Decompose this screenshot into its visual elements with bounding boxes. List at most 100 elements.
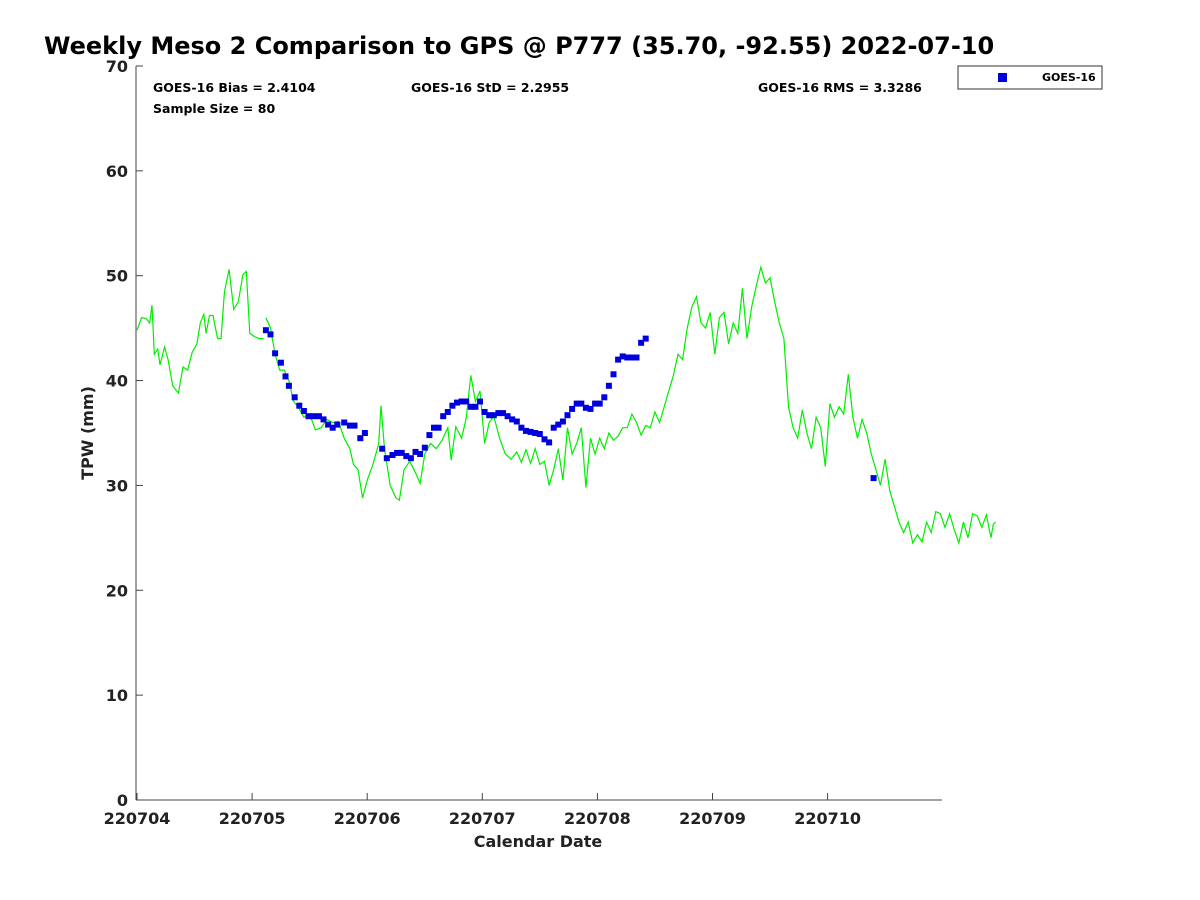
legend-label-goes: GOES-16 xyxy=(1042,71,1096,84)
goes-data-point xyxy=(329,424,336,431)
goes-data-point xyxy=(315,413,322,420)
goes-data-point xyxy=(444,409,451,415)
goes-data-point xyxy=(449,402,456,409)
y-tick-label: 10 xyxy=(106,686,128,705)
goes-data-point xyxy=(527,428,534,435)
goes-data-point xyxy=(509,416,516,423)
goes-data-point xyxy=(596,400,603,407)
goes-points-layer xyxy=(262,327,877,482)
goes-data-point xyxy=(394,449,401,456)
x-tick-label: 220707 xyxy=(449,809,516,828)
goes-data-point xyxy=(486,412,493,419)
x-axis-label: Calendar Date xyxy=(474,832,603,851)
goes-data-point xyxy=(582,404,589,411)
goes-data-point xyxy=(417,451,424,457)
y-tick-label: 40 xyxy=(106,372,128,391)
goes-data-point xyxy=(310,413,317,420)
goes-data-point xyxy=(325,421,332,428)
goes-data-point xyxy=(569,405,576,412)
goes-data-point xyxy=(615,356,622,363)
legend-box xyxy=(957,65,1103,90)
y-tick-label: 50 xyxy=(106,267,128,286)
goes-data-point xyxy=(610,371,617,378)
plot-area: 0 10 20 30 40 50 60 70 220704 220705 220706 220707… xyxy=(104,57,997,828)
goes-data-point xyxy=(262,327,269,334)
goes-data-point xyxy=(412,448,419,455)
goes-data-point xyxy=(361,430,368,436)
goes-data-point xyxy=(619,353,626,360)
legend: GOES-16 xyxy=(957,65,1103,90)
goes-data-point xyxy=(435,424,442,431)
goes-data-point xyxy=(605,382,612,389)
goes-data-point xyxy=(305,413,312,420)
std-stat: GOES-16 StD = 2.2955 xyxy=(411,80,569,95)
goes-data-point xyxy=(642,335,649,342)
goes-data-point xyxy=(421,444,428,451)
x-tick-label: 220710 xyxy=(794,809,861,828)
sample-size-stat: Sample Size = 80 xyxy=(153,101,275,116)
goes-data-point xyxy=(291,394,298,401)
goes-data-point xyxy=(472,403,479,410)
goes-data-point xyxy=(357,435,364,442)
goes-data-point xyxy=(495,410,502,417)
goes-data-point xyxy=(587,405,594,412)
goes-data-point xyxy=(407,455,414,462)
goes-data-point xyxy=(504,413,511,420)
gps-line-layer xyxy=(136,264,997,546)
rms-stat: GOES-16 RMS = 3.3286 xyxy=(758,80,922,95)
legend-marker-goes xyxy=(998,73,1007,82)
gps-line-segment xyxy=(136,269,264,395)
y-axis-label: TPW (mm) xyxy=(78,386,97,480)
goes-data-point xyxy=(477,398,483,405)
x-tick-label: 220709 xyxy=(679,809,746,828)
x-tick-label: 220704 xyxy=(104,809,171,828)
goes-data-point xyxy=(536,431,543,437)
y-tick-label: 70 xyxy=(106,57,128,76)
goes-data-point xyxy=(454,399,460,406)
y-tick-label: 20 xyxy=(106,581,128,600)
goes-data-point xyxy=(546,439,553,446)
goes-data-point xyxy=(467,403,474,410)
goes-data-point xyxy=(559,418,566,425)
chart-title: Weekly Meso 2 Comparison to GPS @ P777 (… xyxy=(44,32,994,60)
goes-data-point xyxy=(628,354,635,361)
goes-data-point xyxy=(379,445,386,452)
goes-data-point xyxy=(398,449,405,456)
goes-data-point xyxy=(463,398,470,405)
goes-data-point xyxy=(346,422,353,429)
goes-data-point xyxy=(550,424,557,431)
goes-data-point xyxy=(282,373,289,380)
goes-data-point xyxy=(277,359,284,366)
y-tick-label: 0 xyxy=(117,791,128,810)
goes-data-point xyxy=(426,432,433,439)
y-ticks: 0 10 20 30 40 50 60 70 xyxy=(106,57,143,810)
goes-data-point xyxy=(341,419,348,426)
gps-line-segment xyxy=(265,264,997,546)
goes-data-point xyxy=(272,350,279,357)
goes-data-point xyxy=(573,400,580,407)
goes-data-point xyxy=(578,400,585,407)
goes-data-point xyxy=(431,424,437,431)
goes-data-point xyxy=(532,430,539,436)
goes-data-point xyxy=(285,382,292,389)
goes-data-point xyxy=(334,421,341,428)
goes-data-point xyxy=(458,398,465,405)
goes-data-point xyxy=(513,418,520,425)
y-tick-label: 30 xyxy=(106,476,128,495)
goes-data-point xyxy=(638,339,645,346)
x-tick-label: 220708 xyxy=(564,809,631,828)
goes-data-point xyxy=(518,424,525,431)
goes-data-point xyxy=(601,394,608,401)
goes-data-point xyxy=(633,354,640,361)
goes-data-point xyxy=(523,427,529,434)
x-tick-label: 220706 xyxy=(334,809,401,828)
goes-data-point xyxy=(320,416,327,423)
goes-data-point xyxy=(481,409,488,415)
goes-data-point xyxy=(592,400,599,407)
goes-data-point xyxy=(555,421,562,428)
goes-data-point xyxy=(564,412,571,419)
goes-data-point xyxy=(267,331,274,338)
goes-data-point xyxy=(624,354,631,361)
y-tick-label: 60 xyxy=(106,162,128,181)
goes-data-point xyxy=(296,402,303,409)
